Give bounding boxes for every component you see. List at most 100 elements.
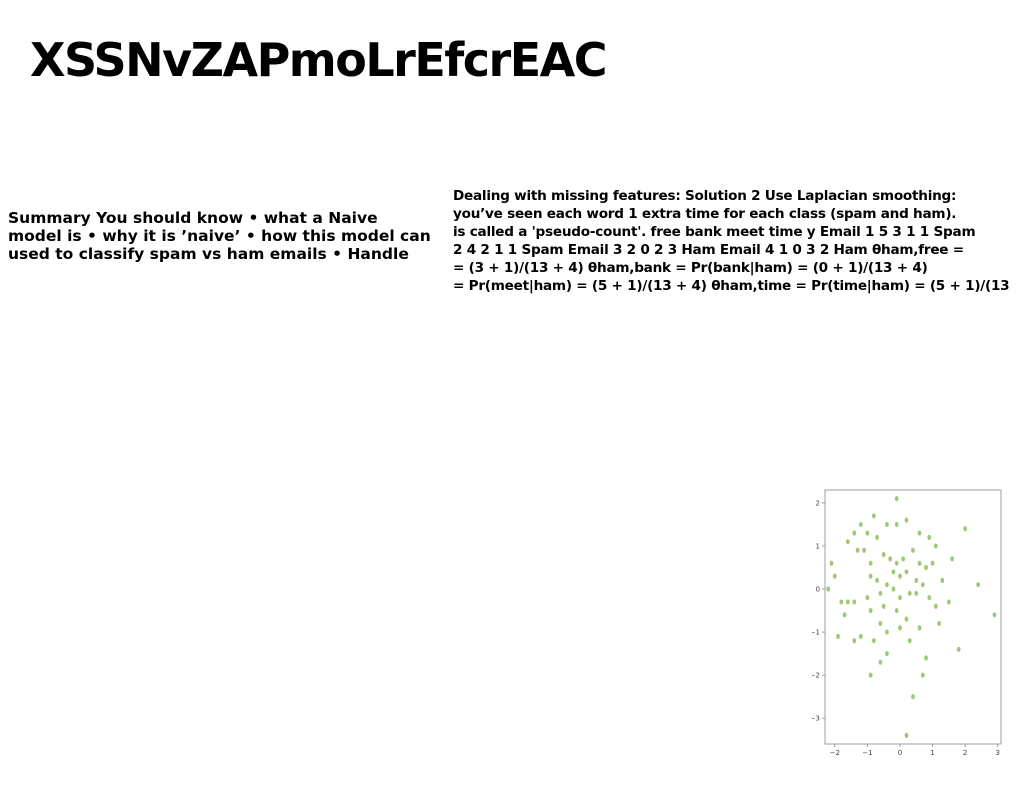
missing-features-line: = Pr(meet|ham) = (5 + 1)/(13 + 4) θham,t… xyxy=(453,278,1010,294)
scatter-point xyxy=(924,564,928,571)
scatter-point xyxy=(881,551,886,558)
scatter-point xyxy=(871,513,876,519)
x-tick-label: −2 xyxy=(830,749,840,757)
scatter-point xyxy=(881,603,886,609)
scatter-point xyxy=(894,607,899,614)
scatter-point xyxy=(885,650,889,657)
y-tick-label: 0 xyxy=(816,586,820,594)
plot-frame xyxy=(824,489,1002,745)
scatter-point xyxy=(852,638,857,644)
missing-features-line: Dealing with missing features: Solution … xyxy=(453,188,957,204)
scatter-point xyxy=(904,616,909,622)
scatter-point xyxy=(852,599,857,605)
summary-line: Summary You should know • what a Naive xyxy=(8,209,378,227)
x-tick-label: 0 xyxy=(898,749,902,757)
scatter-point xyxy=(836,633,840,639)
scatter-point xyxy=(976,582,981,588)
scatter-point xyxy=(894,521,899,528)
missing-features-line: = (3 + 1)/(13 + 4) θham,bank = Pr(bank|h… xyxy=(453,260,928,276)
scatter-point xyxy=(829,560,834,566)
scatter-point xyxy=(868,560,873,566)
y-tick-label: −1 xyxy=(812,629,820,637)
scatter-plot-svg: −2 −1 0 1 2 3 2 1 0 −1 −2 −3 xyxy=(812,489,1002,757)
scatter-point xyxy=(898,625,902,631)
scatter-point xyxy=(875,577,880,584)
y-tick-label: −3 xyxy=(812,715,820,723)
scatter-point xyxy=(898,573,902,579)
scatter-point xyxy=(891,569,896,575)
scatter-point xyxy=(894,560,899,566)
scatter-point xyxy=(885,582,889,588)
missing-features-line: is called a 'pseudo-count'. free bank me… xyxy=(453,224,976,240)
scatter-point xyxy=(917,530,922,536)
x-tick-label: 3 xyxy=(996,749,1000,757)
scatter-point xyxy=(878,620,883,627)
scatter-point xyxy=(920,582,925,588)
scatter-point xyxy=(871,638,876,644)
scatter-point xyxy=(927,595,932,601)
summary-line: used to classify spam vs ham emails • Ha… xyxy=(8,245,409,263)
x-tick-label: 2 xyxy=(963,749,967,757)
scatter-point xyxy=(917,560,922,566)
scatter-point xyxy=(842,612,847,618)
scatter-point xyxy=(858,633,863,639)
scatter-point xyxy=(901,556,906,562)
scatter-point xyxy=(933,603,938,609)
scatter-point xyxy=(940,577,945,584)
scatter-point xyxy=(907,590,912,596)
scatter-point xyxy=(885,521,889,528)
y-tick-label: 1 xyxy=(816,542,820,550)
y-tick-label: −2 xyxy=(812,672,820,680)
scatter-point xyxy=(888,556,893,562)
scatter-point xyxy=(917,625,922,631)
scatter-point xyxy=(914,590,919,596)
scatter-point xyxy=(862,547,867,553)
scatter-point xyxy=(924,655,928,661)
scatter-point xyxy=(950,556,955,562)
summary-text-block: Summary You should know • what a Naive m… xyxy=(8,209,448,263)
scatter-point xyxy=(845,539,850,545)
missing-features-line: you’ve seen each word 1 extra time for e… xyxy=(453,206,957,222)
scatter-point xyxy=(927,534,932,540)
scatter-point xyxy=(885,629,889,635)
plot-points xyxy=(826,496,997,738)
summary-line: model is • why it is ’naive’ • how this … xyxy=(8,227,431,245)
scatter-point xyxy=(875,534,880,540)
x-tick-label: 1 xyxy=(930,749,934,757)
scatter-point xyxy=(832,573,837,579)
scatter-point xyxy=(904,569,909,575)
scatter-point xyxy=(839,599,844,605)
scatter-point xyxy=(868,607,873,614)
scatter-point xyxy=(904,517,909,523)
scatter-point xyxy=(845,599,850,605)
plot-axes: −2 −1 0 1 2 3 2 1 0 −1 −2 −3 xyxy=(812,499,1000,757)
page-title: XSSNvZAPmoLrEfcrEAC xyxy=(30,33,608,87)
scatter-point xyxy=(891,586,896,592)
scatter-point xyxy=(858,521,863,528)
scatter-plot: −2 −1 0 1 2 3 2 1 0 −1 −2 −3 xyxy=(812,484,1012,764)
scatter-point xyxy=(852,530,857,536)
scatter-point xyxy=(855,547,860,553)
y-tick-label: 2 xyxy=(816,499,820,507)
scatter-point xyxy=(930,560,935,566)
scatter-point xyxy=(898,595,902,601)
scatter-point xyxy=(914,577,919,584)
scatter-point xyxy=(920,672,925,678)
scatter-point xyxy=(907,638,912,644)
scatter-point xyxy=(868,672,873,678)
scatter-point xyxy=(937,620,941,627)
scatter-point xyxy=(956,646,961,652)
scatter-point xyxy=(963,526,968,532)
scatter-point xyxy=(992,612,997,618)
missing-features-line: 2 4 2 1 1 Spam Email 3 2 0 2 3 Ham Email… xyxy=(453,242,964,258)
scatter-point xyxy=(894,496,899,502)
scatter-point xyxy=(865,595,870,601)
scatter-point xyxy=(826,586,831,592)
scatter-point xyxy=(911,547,915,553)
scatter-point xyxy=(868,573,873,579)
scatter-point xyxy=(878,590,883,596)
scatter-point xyxy=(946,599,951,605)
scatter-point xyxy=(878,659,883,665)
scatter-point xyxy=(865,530,870,536)
scatter-point xyxy=(911,694,915,700)
